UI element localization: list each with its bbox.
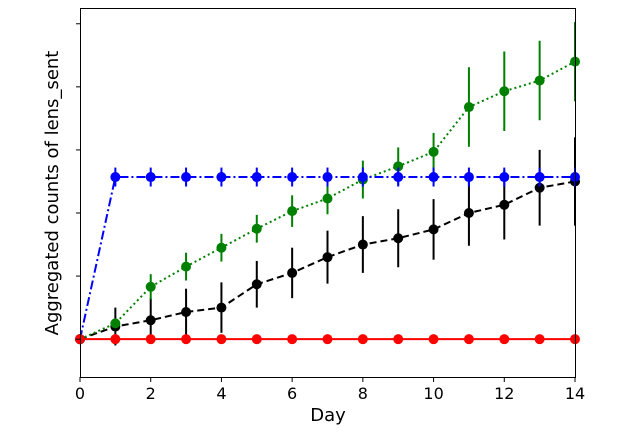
point-green-3 [181, 261, 192, 272]
point-black-7 [322, 252, 333, 263]
line-green [79, 60, 576, 341]
point-red-5 [251, 334, 262, 345]
point-red-13 [534, 334, 545, 345]
point-red-7 [322, 334, 333, 345]
point-green-2 [145, 281, 156, 292]
point-green-6 [287, 206, 298, 217]
point-red-8 [357, 334, 368, 345]
point-red-2 [145, 334, 156, 345]
point-black-5 [251, 279, 262, 290]
point-red-11 [463, 334, 474, 345]
point-blue-10 [428, 172, 439, 183]
x-tick-label-6: 6 [287, 384, 297, 403]
point-red-10 [428, 334, 439, 345]
point-blue-12 [499, 172, 510, 183]
point-green-1 [110, 318, 121, 329]
point-black-6 [287, 267, 298, 278]
x-axis-label: Day [310, 405, 346, 426]
series-red [75, 334, 580, 345]
point-blue-8 [357, 172, 368, 183]
point-green-4 [216, 242, 227, 253]
point-blue-3 [181, 172, 192, 183]
point-blue-9 [393, 172, 404, 183]
point-red-4 [216, 334, 227, 345]
point-red-9 [393, 334, 404, 345]
point-blue-6 [287, 172, 298, 183]
x-tick-label-10: 10 [423, 384, 443, 403]
point-blue-1 [110, 172, 121, 183]
point-red-3 [181, 334, 192, 345]
point-black-13 [534, 182, 545, 193]
point-black-2 [145, 315, 156, 326]
point-green-12 [499, 86, 510, 97]
point-blue-7 [322, 172, 333, 183]
point-black-9 [393, 233, 404, 244]
point-black-11 [463, 208, 474, 218]
series-green [75, 21, 580, 345]
point-red-1 [110, 334, 121, 345]
point-green-7 [322, 193, 333, 204]
point-green-11 [463, 102, 474, 113]
point-green-9 [393, 161, 404, 172]
x-tick-label-8: 8 [358, 384, 368, 403]
point-green-5 [251, 223, 262, 234]
plot-frame [80, 8, 576, 378]
point-black-8 [357, 239, 368, 250]
y-axis-label: Aggregated counts of lens_sent [42, 51, 63, 336]
point-black-12 [499, 199, 510, 210]
x-tick-label-14: 14 [565, 384, 585, 403]
x-tick-label-2: 2 [146, 384, 156, 403]
point-red-6 [287, 334, 298, 345]
point-blue-2 [145, 172, 156, 183]
point-blue-4 [216, 172, 227, 183]
point-black-3 [181, 307, 192, 318]
point-green-10 [428, 146, 439, 157]
x-tick-label-4: 4 [216, 384, 226, 403]
point-black-4 [216, 302, 227, 313]
x-tick-label-0: 0 [75, 384, 85, 403]
point-blue-13 [534, 172, 545, 183]
point-red-12 [499, 334, 510, 345]
point-blue-11 [463, 172, 474, 183]
point-blue-5 [251, 172, 262, 183]
x-tick-label-12: 12 [494, 384, 514, 403]
point-green-13 [534, 75, 545, 86]
point-black-10 [428, 224, 439, 235]
